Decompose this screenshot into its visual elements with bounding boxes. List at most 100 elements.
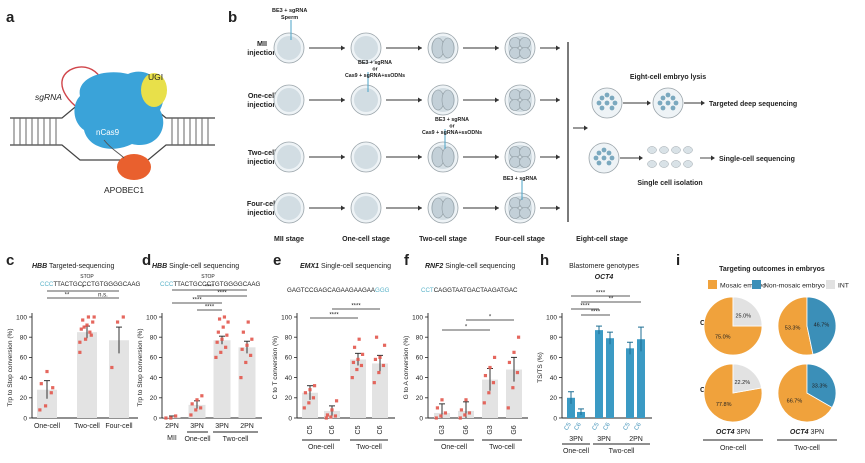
panel-e-bar xyxy=(372,363,388,418)
arrow-head xyxy=(701,100,705,106)
legend-label: Mosaic embryo xyxy=(720,283,766,290)
panel-d-stop-label: STOP xyxy=(201,274,215,280)
y-tick-label: 0 xyxy=(553,415,557,422)
panel-c-title: HBB Targeted-sequencing xyxy=(32,263,114,270)
lysed-embryo-cell xyxy=(673,100,679,106)
panel-d-title-gene: HBB xyxy=(152,263,167,270)
embryo-injection-workflow: MIIinjectionOne-cellinjectionTwo-cellinj… xyxy=(247,8,797,243)
y-tick-label: 80 xyxy=(550,335,558,342)
panel-h-x-label: C6 xyxy=(634,421,643,431)
y-tick-label: 100 xyxy=(281,314,292,321)
panel-c-chart: HBB Targeted-sequencingSTOPCCCTTACTGCCCT… xyxy=(7,263,140,430)
panel-h-pn-label: 2PN xyxy=(629,436,643,443)
panel-e-data-point xyxy=(378,355,382,359)
eight-cell-embryo-cell xyxy=(604,100,610,106)
panel-d-data-point xyxy=(214,355,218,359)
panel-h-group-label: Two-cell xyxy=(609,448,635,455)
panel-h-group-label: One-cell xyxy=(563,448,590,455)
legend-swatch xyxy=(826,280,835,289)
panel-c-x-label: One-cell xyxy=(34,423,61,430)
panel-h-x-label: C6 xyxy=(603,421,612,431)
isolated-cell xyxy=(659,160,669,168)
panel-c-x-label: Two-cell xyxy=(74,423,100,430)
panel-e-title-gene: EMX1 xyxy=(300,263,319,270)
panel-d-x-label: 2PN xyxy=(240,423,254,430)
panel-e-data-point xyxy=(351,360,356,365)
panel-e-data-point xyxy=(360,352,365,356)
arrow-head xyxy=(495,205,499,211)
panel-e-group-label: One-cell xyxy=(308,444,335,451)
panel-f-data-point xyxy=(491,381,496,385)
y-tick-label: 100 xyxy=(412,314,423,321)
deep-seq-label: Targeted deep sequencing xyxy=(709,101,797,108)
panel-h-y-axis-title: TS/TS (%) xyxy=(537,352,544,383)
panel-c-data-point xyxy=(43,404,48,408)
panel-d-data-point xyxy=(190,402,194,406)
mii-note: BE3 + sgRNA xyxy=(272,8,307,14)
embryo-blastomere xyxy=(509,146,521,158)
embryo-blastomere xyxy=(509,47,521,59)
embryo-blastomere xyxy=(519,197,531,209)
pie-slice xyxy=(703,296,763,356)
panel-f-data-point xyxy=(507,360,512,365)
panel-d-data-point xyxy=(220,337,224,341)
panel-c-data-point xyxy=(79,327,83,331)
stage-label: Four-cell stage xyxy=(495,236,545,243)
panel-c-data-point xyxy=(82,325,86,329)
panel-c-data-point xyxy=(92,315,96,319)
lysed-embryo-cell xyxy=(660,95,666,101)
panel-f-x-label: G6 xyxy=(463,425,470,434)
row-label: injection xyxy=(247,208,277,217)
panel-d-y-axis-title: Trp to Stop conversion (%) xyxy=(137,328,144,406)
panel-h-chart: Blastomere genotypes OCT4 0 20 40 60 80 100 TS/T… xyxy=(537,263,652,455)
panel-d-data-point xyxy=(249,353,253,357)
panel-h-pn-label: 3PN xyxy=(569,436,583,443)
panel-f-group-label: Two-cell xyxy=(489,444,515,451)
onecell-note: Cas9 + sgRNA+ssODNs xyxy=(345,73,405,79)
panel-f-data-point xyxy=(487,391,491,395)
panel-f-significance-label: * xyxy=(465,325,468,331)
lysed-embryo-cell xyxy=(670,105,676,111)
panel-c-x-label: Four-cell xyxy=(105,423,133,430)
arrow-head xyxy=(341,45,345,51)
y-tick-label: 20 xyxy=(416,395,424,402)
pie-slice xyxy=(806,363,837,408)
eight-cell-embryo-cell xyxy=(606,150,612,156)
eight-cell-embryo-cell xyxy=(596,160,602,166)
panel-c-bar xyxy=(77,332,97,418)
isolated-cell xyxy=(647,160,657,168)
panel-f-data-point xyxy=(439,414,443,418)
panel-e-data-point xyxy=(355,367,359,372)
panel-f-data-point xyxy=(515,370,520,375)
arrow-head xyxy=(556,97,560,103)
panel-f-title: RNF2 Single-cell sequencing xyxy=(425,263,515,270)
pie-slice xyxy=(777,363,833,423)
y-tick-label: 0 xyxy=(153,415,157,422)
lysed-embryo-cell xyxy=(657,100,663,106)
pie-value-label: 75.0% xyxy=(715,334,731,340)
row-label: One-cell xyxy=(248,91,276,100)
y-tick-label: 0 xyxy=(288,415,292,422)
embryo-blastomere xyxy=(509,99,521,111)
panel-d-data-point xyxy=(195,398,199,402)
panel-e-y-axis-title: C to T conversion (%) xyxy=(272,336,279,400)
row-label: injection xyxy=(247,48,277,57)
y-tick-label: 60 xyxy=(416,355,424,362)
panel-f-x-label: G3 xyxy=(439,425,446,434)
eight-cell-embryo-cell xyxy=(601,155,607,161)
panel-d-data-point xyxy=(200,394,204,398)
panel-e-x-label: C6 xyxy=(329,425,336,434)
embryo-blastomere xyxy=(441,89,455,111)
embryo-cytoplasm xyxy=(277,145,301,169)
panel-c-protospacer: TTACTGCCCTGTGGGGCAAG xyxy=(53,281,140,288)
panel-d-significance-label: **** xyxy=(192,298,202,304)
panel-e-bar xyxy=(350,359,366,418)
isolated-cell xyxy=(671,146,681,154)
panel-d-chart: HBB Single-cell sequencingSTOPCCCTTACTGC… xyxy=(137,263,262,443)
row-label: Four-cell xyxy=(247,199,277,208)
pie-column-rest: 3PN xyxy=(735,429,751,436)
panel-h-pn-label: 3PN xyxy=(597,436,611,443)
panel-c-bar xyxy=(109,340,129,418)
panel-f-data-point xyxy=(483,373,488,378)
